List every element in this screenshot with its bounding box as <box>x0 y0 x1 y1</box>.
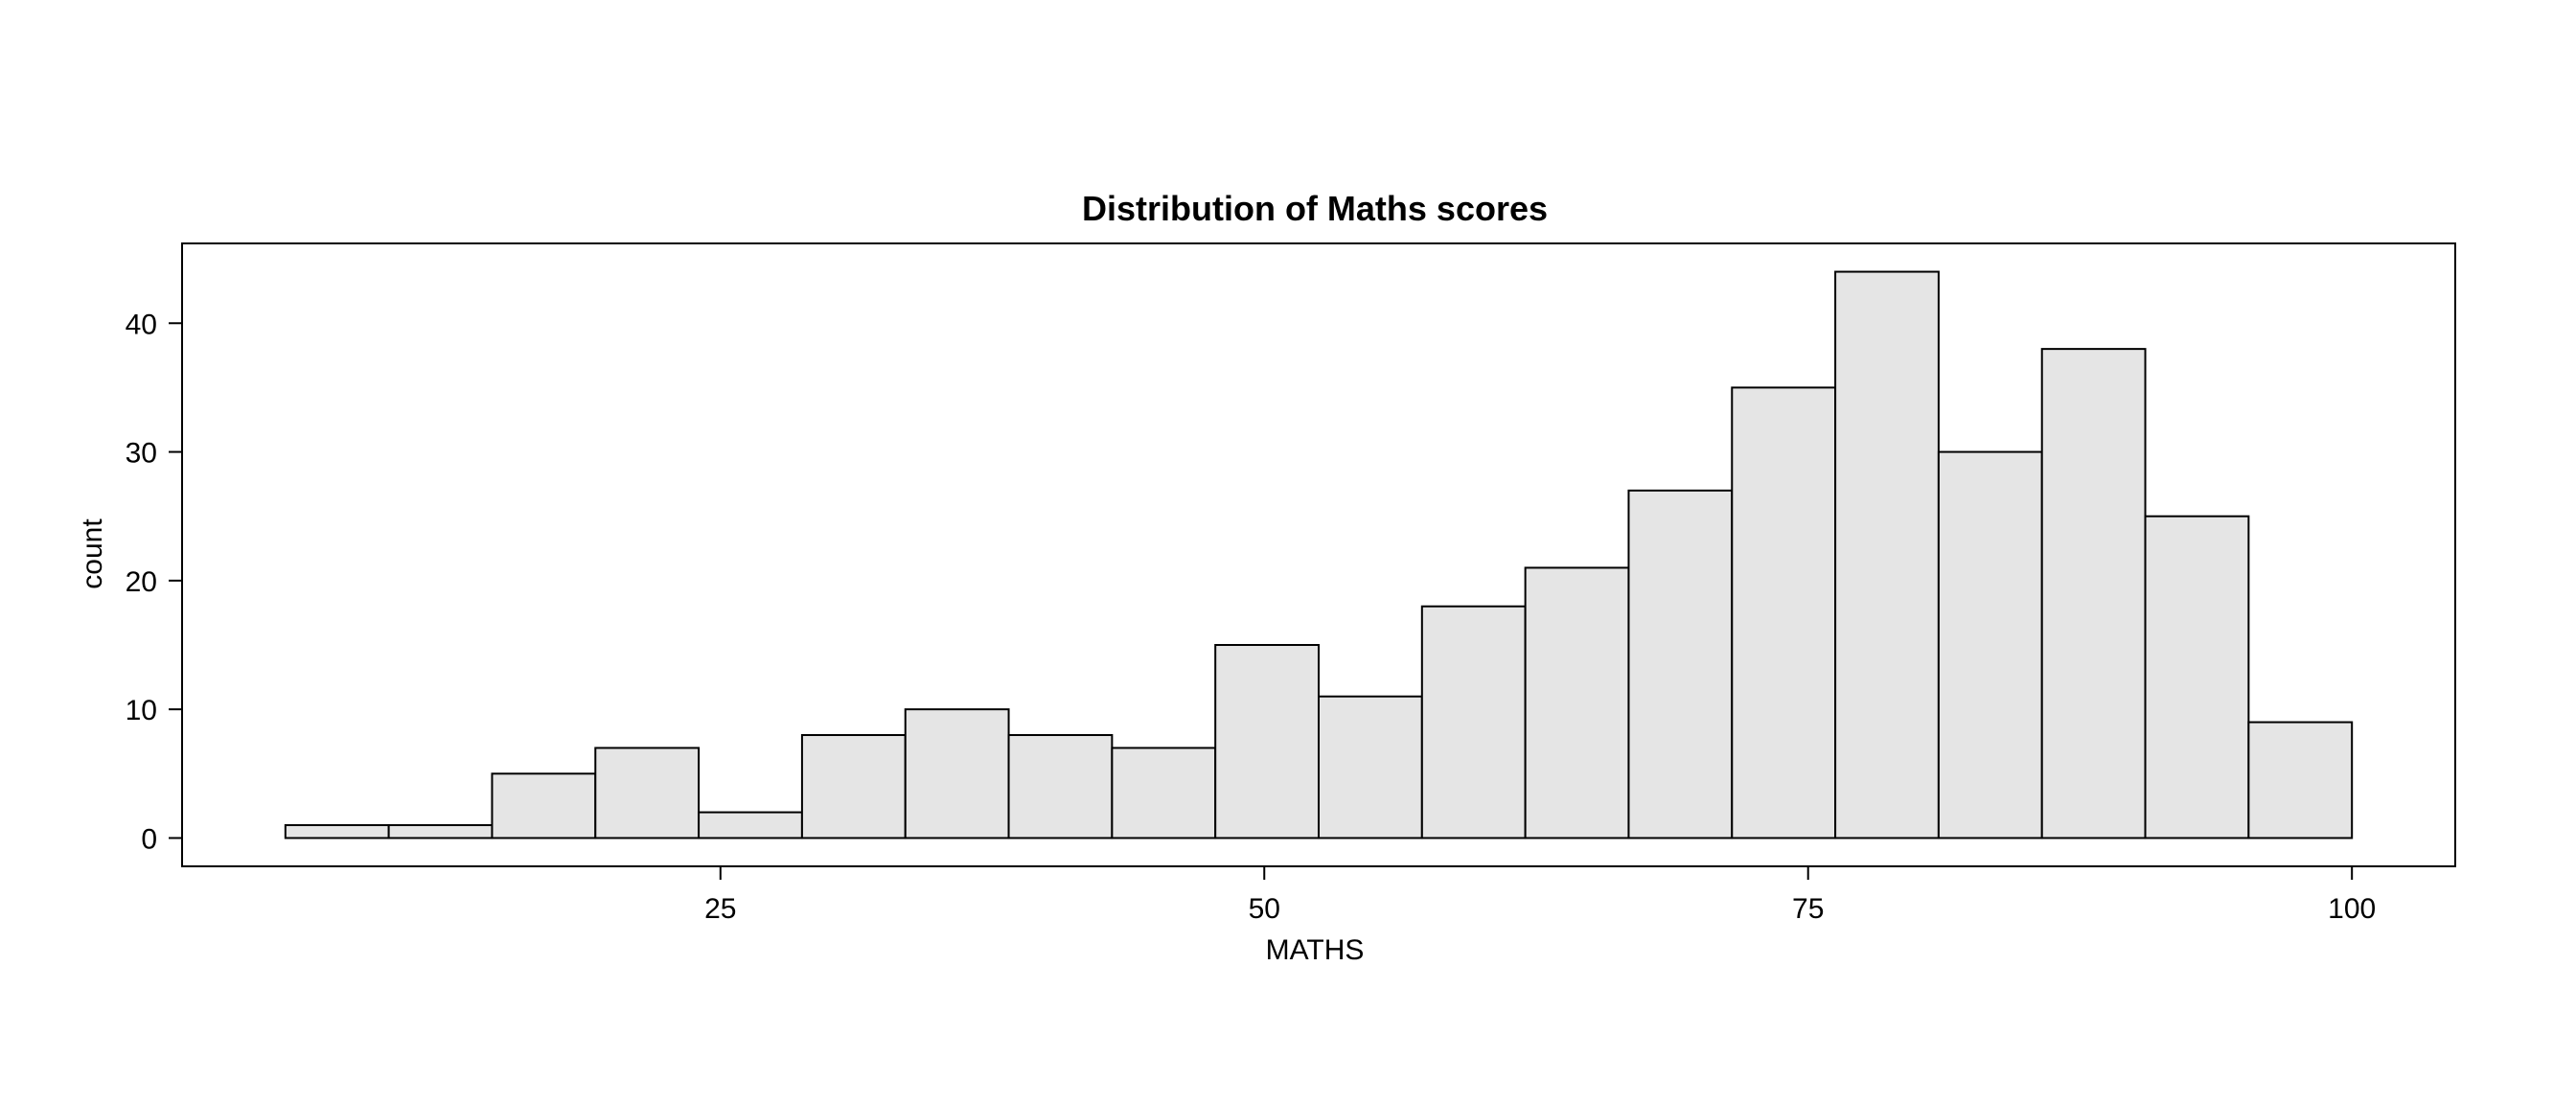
x-tick-label: 100 <box>2328 893 2376 925</box>
x-tick-label: 75 <box>1792 893 1824 925</box>
histogram-bar <box>1318 695 1423 840</box>
histogram-bar <box>2144 515 2250 840</box>
histogram-bar <box>594 747 701 840</box>
histogram-bar <box>1834 270 1940 840</box>
y-axis: 0 10 20 30 40 <box>126 309 182 855</box>
histogram-bar <box>904 708 1010 840</box>
histogram-bar <box>2247 721 2354 840</box>
histogram-bar <box>1524 566 1630 840</box>
histogram-bar <box>2040 348 2147 840</box>
histogram-bar <box>1111 747 1217 840</box>
histogram-bar <box>1731 386 1837 840</box>
x-tick-label: 25 <box>704 893 736 925</box>
x-tick-label: 50 <box>1249 893 1280 925</box>
histogram-bar <box>1627 489 1734 840</box>
histogram-bar <box>1007 734 1114 840</box>
y-tick-label: 10 <box>126 695 157 726</box>
histogram-bar <box>800 734 907 840</box>
plot-frame <box>181 242 2456 867</box>
histogram-bar <box>387 824 494 840</box>
x-axis: 25 50 75 100 <box>704 866 2376 925</box>
y-tick-label: 20 <box>126 566 157 598</box>
x-axis-label: MATHS <box>1266 934 1365 966</box>
histogram-bar <box>698 811 803 840</box>
histogram-bar <box>284 824 390 840</box>
y-tick-label: 40 <box>126 309 157 340</box>
histogram-bar <box>1214 644 1320 840</box>
histogram-bar <box>1420 605 1527 840</box>
y-tick-label: 0 <box>141 823 157 855</box>
bars-group <box>284 270 2354 840</box>
histogram-bar <box>491 772 597 840</box>
chart-title: Distribution of Maths scores <box>1082 189 1548 228</box>
histogram-bar <box>1937 450 2043 840</box>
y-tick-label: 30 <box>126 438 157 470</box>
y-axis-label: count <box>77 518 108 589</box>
